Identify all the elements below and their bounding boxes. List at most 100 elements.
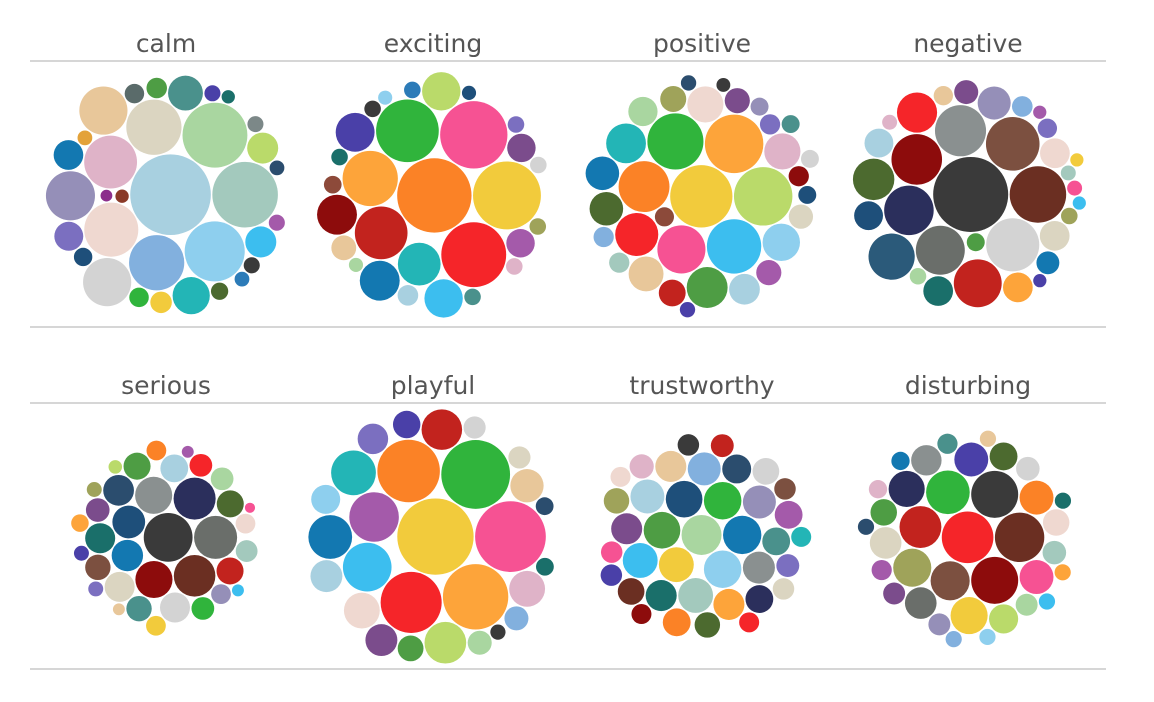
bubble-negative-24[interactable] [933, 86, 954, 106]
bubble-positive-9[interactable] [686, 267, 728, 308]
bubble-trustworthy-11[interactable] [713, 588, 745, 620]
bubble-disturbing-31[interactable] [979, 628, 996, 646]
bubble-positive-2[interactable] [733, 167, 793, 226]
bubble-disturbing-16[interactable] [989, 442, 1018, 471]
bubble-trustworthy-10[interactable] [742, 551, 775, 584]
bubble-disturbing-32[interactable] [1038, 593, 1056, 610]
bubble-calm-19[interactable] [73, 247, 93, 267]
bubble-negative-15[interactable] [923, 276, 954, 306]
bubble-negative-7[interactable] [915, 225, 965, 275]
bubble-positive-26[interactable] [798, 185, 817, 204]
bubble-negative-4[interactable] [1009, 166, 1067, 223]
bubble-playful-15[interactable] [310, 560, 343, 593]
bubble-exciting-10[interactable] [335, 112, 375, 152]
bubble-calm-26[interactable] [150, 291, 172, 314]
bubble-calm-24[interactable] [268, 214, 285, 231]
bubble-playful-21[interactable] [467, 630, 492, 655]
bubble-calm-30[interactable] [234, 271, 250, 287]
bubble-negative-23[interactable] [966, 233, 985, 252]
bubble-exciting-28[interactable] [378, 90, 393, 105]
bubble-disturbing-24[interactable] [871, 559, 892, 581]
bubble-serious-0[interactable] [143, 512, 193, 562]
bubble-positive-30[interactable] [593, 226, 614, 248]
bubble-negative-2[interactable] [884, 185, 934, 236]
bubble-calm-13[interactable] [245, 226, 277, 258]
bubble-trustworthy-26[interactable] [662, 608, 691, 637]
bubble-disturbing-18[interactable] [870, 499, 897, 526]
bubble-playful-10[interactable] [424, 621, 467, 664]
bubble-calm-17[interactable] [124, 83, 145, 104]
bubble-disturbing-0[interactable] [971, 470, 1019, 518]
bubble-serious-10[interactable] [159, 592, 191, 623]
bubble-calm-28[interactable] [247, 116, 264, 133]
bubble-calm-11[interactable] [172, 277, 210, 315]
bubble-trustworthy-24[interactable] [629, 454, 654, 479]
bubble-positive-8[interactable] [606, 123, 646, 164]
bubble-disturbing-23[interactable] [928, 613, 951, 636]
bubble-trustworthy-33[interactable] [610, 466, 631, 487]
bubble-playful-0[interactable] [397, 498, 474, 575]
bubble-calm-3[interactable] [184, 221, 245, 282]
bubble-disturbing-28[interactable] [979, 430, 997, 447]
bubble-positive-16[interactable] [764, 133, 801, 170]
bubble-playful-22[interactable] [508, 446, 531, 469]
bubble-exciting-22[interactable] [529, 218, 547, 235]
bubble-positive-28[interactable] [680, 75, 697, 91]
bubble-serious-12[interactable] [216, 557, 244, 585]
bubble-calm-8[interactable] [45, 171, 95, 221]
bubble-serious-14[interactable] [160, 454, 189, 483]
bubble-disturbing-5[interactable] [899, 506, 942, 548]
bubble-exciting-6[interactable] [473, 161, 541, 230]
bubble-exciting-7[interactable] [317, 194, 357, 235]
bubble-trustworthy-7[interactable] [687, 452, 721, 486]
bubble-calm-14[interactable] [53, 140, 84, 170]
bubble-trustworthy-6[interactable] [703, 550, 742, 588]
bubble-exciting-8[interactable] [397, 242, 441, 286]
bubble-serious-8[interactable] [85, 523, 116, 554]
bubble-serious-4[interactable] [135, 560, 173, 599]
bubble-serious-15[interactable] [85, 554, 111, 581]
bubble-trustworthy-18[interactable] [745, 585, 774, 613]
bubble-negative-18[interactable] [864, 128, 894, 158]
bubble-calm-29[interactable] [115, 189, 129, 203]
bubble-positive-1[interactable] [647, 113, 704, 170]
bubble-exciting-4[interactable] [441, 222, 507, 288]
bubble-positive-5[interactable] [615, 212, 659, 257]
bubble-positive-25[interactable] [724, 88, 750, 114]
bubble-exciting-3[interactable] [354, 206, 408, 260]
bubble-playful-20[interactable] [397, 635, 424, 662]
bubble-negative-32[interactable] [1070, 153, 1084, 167]
bubble-exciting-5[interactable] [376, 99, 439, 163]
bubble-calm-7[interactable] [84, 202, 139, 257]
bubble-calm-10[interactable] [83, 258, 132, 307]
bubble-serious-13[interactable] [216, 490, 244, 518]
bubble-serious-27[interactable] [71, 514, 89, 532]
bubble-serious-16[interactable] [123, 452, 151, 480]
bubble-calm-16[interactable] [54, 221, 84, 251]
bubble-disturbing-19[interactable] [1042, 509, 1070, 536]
bubble-serious-28[interactable] [86, 482, 102, 497]
bubble-playful-16[interactable] [357, 423, 389, 455]
bubble-negative-17[interactable] [854, 201, 883, 231]
bubble-playful-4[interactable] [377, 439, 440, 503]
bubble-trustworthy-3[interactable] [723, 515, 762, 555]
bubble-trustworthy-17[interactable] [762, 527, 791, 556]
bubble-negative-10[interactable] [896, 92, 938, 133]
bubble-playful-2[interactable] [441, 440, 511, 509]
bubble-trustworthy-19[interactable] [617, 578, 645, 605]
bubble-positive-15[interactable] [729, 273, 760, 305]
bubble-serious-22[interactable] [189, 453, 213, 477]
bubble-serious-6[interactable] [112, 505, 146, 539]
bubble-positive-10[interactable] [762, 223, 800, 262]
bubble-playful-17[interactable] [365, 624, 398, 657]
bubble-disturbing-13[interactable] [1019, 560, 1054, 594]
bubble-trustworthy-15[interactable] [722, 454, 752, 484]
bubble-calm-6[interactable] [84, 135, 138, 189]
bubble-disturbing-25[interactable] [883, 582, 906, 605]
bubble-playful-9[interactable] [308, 515, 353, 559]
bubble-calm-15[interactable] [247, 132, 279, 164]
bubble-disturbing-17[interactable] [989, 604, 1019, 634]
bubble-disturbing-2[interactable] [971, 556, 1019, 604]
bubble-serious-17[interactable] [126, 595, 152, 622]
bubble-positive-32[interactable] [781, 115, 800, 134]
